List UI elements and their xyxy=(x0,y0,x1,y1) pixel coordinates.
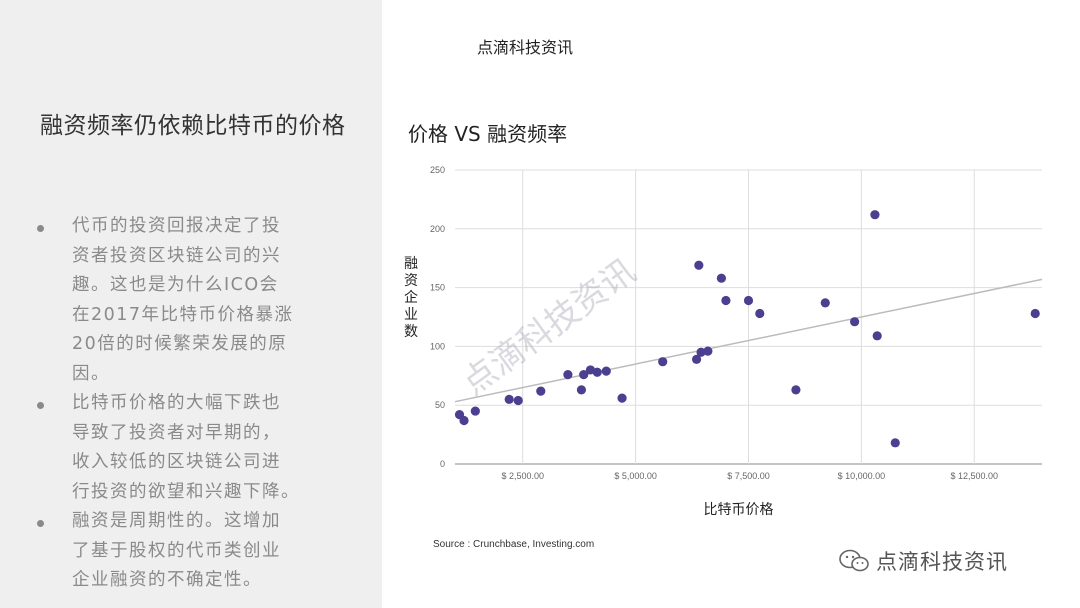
data-point xyxy=(617,393,627,403)
bullet-list: 代币的投资回报决定了投 资者投资区块链公司的兴 趣。这也是为什么ICO会 在2017年… xyxy=(34,212,334,596)
data-point xyxy=(716,273,727,283)
scatter-chart: 0 50 100 150 200 250 $ 2,500.00 $ 5,000.00 $ 7,5… xyxy=(404,165,1043,518)
x-tick-label: $ 12,500.00 xyxy=(950,471,998,481)
brand-header: 点滴科技资讯 xyxy=(477,38,574,57)
bullet-line: 融资是周期性的。这增加 xyxy=(72,511,281,531)
bullet-line: 资者投资区块链公司的兴 xyxy=(72,245,281,266)
data-point xyxy=(1030,308,1040,319)
data-point xyxy=(743,295,754,306)
bullet-line: 行投资的欲望和兴趣下降。 xyxy=(72,481,300,502)
bullet-line: 导致了投资者对早期的， xyxy=(72,422,281,443)
bullet-line: 20倍的时候繁荣发展的原 xyxy=(72,334,288,354)
bullet-dot-icon xyxy=(37,402,44,409)
data-point xyxy=(601,366,611,376)
y-axis-label: 融资企业数 xyxy=(404,256,418,340)
data-point xyxy=(504,394,514,404)
y-tick-label: 0 xyxy=(440,459,445,469)
data-point xyxy=(890,438,900,448)
data-point xyxy=(658,357,668,367)
bullet-line: 代币的投资回报决定了投 xyxy=(72,216,281,236)
x-tick-label: $ 7,500.00 xyxy=(727,471,770,481)
x-tick-label: $ 10,000.00 xyxy=(838,471,886,481)
bullet-item: 比特币价格的大幅下跌也 导致了投资者对早期的， 收入较低的区块链公司进 行投资的欲望和… xyxy=(34,389,334,507)
brand-watermark: 点滴科技资讯 xyxy=(876,550,1008,574)
y-tick-label: 150 xyxy=(430,283,445,293)
bullet-line: 趣。这也是为什么ICO会 xyxy=(72,275,279,295)
bullet-line: 收入较低的区块链公司进 xyxy=(72,452,281,472)
bullet-dot-icon xyxy=(37,225,44,232)
data-point xyxy=(755,308,765,319)
bullet-line: 了基于股权的代币类创业 xyxy=(72,540,281,561)
data-point xyxy=(579,370,589,380)
data-point xyxy=(459,415,469,426)
bullet-line: 在2017年比特币价格暴涨 xyxy=(72,304,294,325)
data-point xyxy=(694,260,704,270)
wechat-icon xyxy=(839,549,869,572)
y-tick-label: 200 xyxy=(430,224,445,234)
bullet-line: 因。 xyxy=(72,363,110,384)
data-point xyxy=(576,385,587,395)
data-point xyxy=(513,395,523,406)
data-point xyxy=(563,370,573,380)
data-point xyxy=(791,385,801,395)
y-tick-label: 50 xyxy=(435,400,445,410)
bullet-item: 代币的投资回报决定了投 资者投资区块链公司的兴 趣。这也是为什么ICO会 在2017年… xyxy=(34,212,334,389)
bullet-line: 比特币价格的大幅下跌也 xyxy=(72,393,281,413)
data-point xyxy=(850,317,860,327)
bullet-dot-icon xyxy=(37,520,44,527)
x-tick-label: $ 2,500.00 xyxy=(501,471,544,481)
x-axis-label: 比特币价格 xyxy=(704,502,774,518)
data-point xyxy=(691,354,702,364)
chart-title: 价格 VS 融资频率 xyxy=(408,122,568,146)
slide-title: 融资频率仍依赖比特币的价格 xyxy=(40,113,346,139)
data-point xyxy=(703,346,713,356)
data-point xyxy=(592,367,602,377)
y-tick-label: 100 xyxy=(430,341,445,351)
data-point xyxy=(872,331,882,341)
trendline xyxy=(454,278,1043,403)
data-point xyxy=(721,295,731,306)
data-point xyxy=(470,406,480,416)
y-tick-label: 250 xyxy=(430,165,445,175)
data-point xyxy=(536,386,546,396)
x-tick-label: $ 5,000.00 xyxy=(614,471,657,481)
left-text-panel: 融资频率仍依赖比特币的价格 代币的投资回报决定了投 资者投资区块链公司的兴 趣。这也… xyxy=(0,0,382,608)
data-point xyxy=(696,347,706,357)
bullet-line: 企业融资的不确定性。 xyxy=(72,570,262,590)
data-point xyxy=(820,298,830,308)
source-note: Source : Crunchbase, Investing.com xyxy=(433,539,595,550)
bullet-item: 融资是周期性的。这增加 了基于股权的代币类创业 企业融资的不确定性。 xyxy=(34,507,334,596)
data-point xyxy=(870,210,880,220)
